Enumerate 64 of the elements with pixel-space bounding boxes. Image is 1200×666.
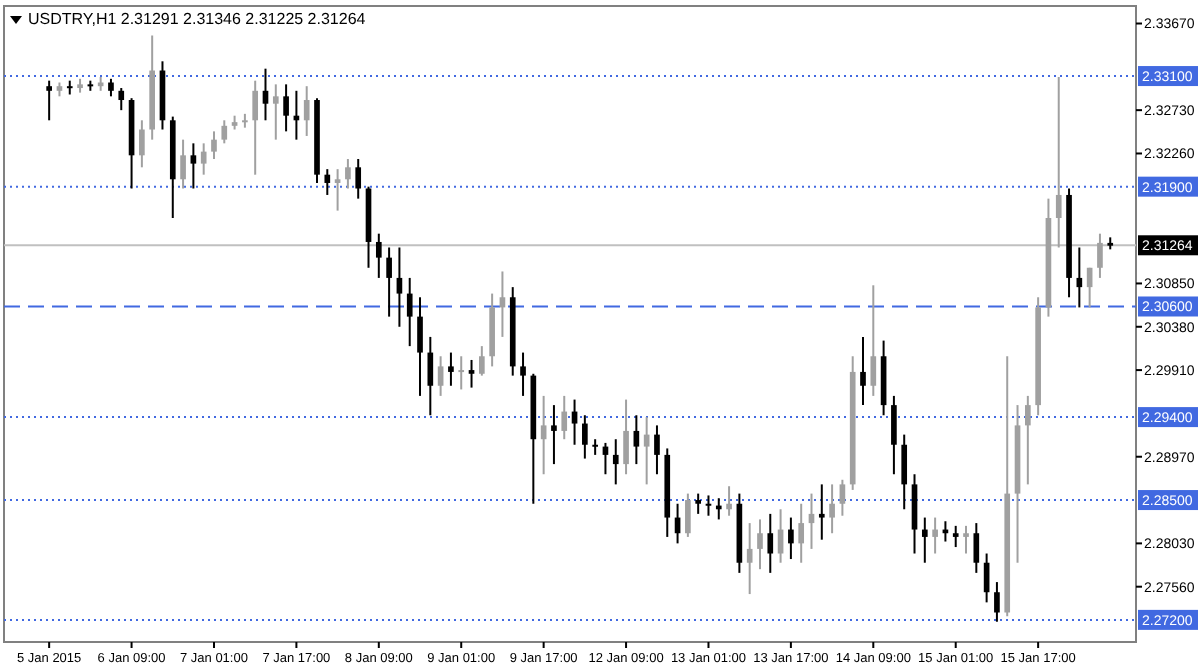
- candlestick: [468, 358, 475, 389]
- candlestick: [139, 119, 145, 169]
- candlestick: [891, 394, 897, 476]
- candlestick: [860, 335, 866, 407]
- candlestick: [757, 518, 763, 571]
- candlestick: [952, 524, 959, 549]
- candlestick: [375, 232, 382, 279]
- candlestick: [551, 404, 557, 466]
- candlestick: [654, 424, 660, 476]
- candlestick: [180, 138, 186, 190]
- candlestick: [272, 83, 279, 141]
- candlestick: [345, 158, 351, 190]
- candlestick: [355, 158, 362, 200]
- candlestick: [633, 414, 640, 466]
- candlestick: [705, 494, 712, 517]
- candlestick: [726, 485, 732, 517]
- chart-title: USDTRY,H1 2.31291 2.31346 2.31225 2.31264: [28, 10, 367, 28]
- candlestick: [46, 79, 52, 122]
- candlestick: [911, 473, 918, 555]
- candlestick: [994, 581, 1000, 623]
- candlestick: [561, 394, 568, 441]
- candlestick: [190, 142, 197, 190]
- candlestick: [448, 351, 454, 387]
- candlestick: [901, 433, 908, 511]
- candlestick: [406, 276, 413, 348]
- candlestick: [396, 246, 403, 328]
- candlestick: [458, 355, 465, 391]
- candlestick: [324, 168, 331, 196]
- candlestick: [818, 483, 825, 541]
- candlestick: [386, 246, 392, 318]
- candlestick: [592, 438, 598, 456]
- candlestick: [417, 296, 423, 397]
- candlestick: [839, 478, 846, 517]
- candlestick: [437, 355, 444, 397]
- candlestick: [767, 512, 774, 574]
- candlestick: [427, 335, 434, 417]
- candlestick: [334, 168, 341, 212]
- candlestick: [1025, 394, 1031, 486]
- candlestick: [211, 130, 217, 161]
- candlestick: [829, 483, 835, 535]
- candlestick: [520, 351, 526, 397]
- candlestick: [221, 119, 228, 145]
- candlestick: [746, 522, 753, 596]
- candlestick: [963, 524, 969, 555]
- candlestick: [921, 516, 928, 564]
- candlestick: [870, 284, 877, 397]
- candlestick: [973, 522, 980, 574]
- candlestick: [1097, 232, 1103, 279]
- candlestick: [1055, 75, 1062, 249]
- candlestick: [252, 79, 259, 176]
- candlestick: [788, 516, 794, 561]
- candlestick: [932, 516, 938, 555]
- candlestick: [582, 414, 588, 460]
- candlestick: [479, 345, 485, 377]
- candlestick: [685, 492, 691, 538]
- candlestick: [118, 87, 125, 112]
- candlestick: [303, 85, 310, 137]
- candlestick: [623, 398, 629, 476]
- candlestick: [612, 438, 619, 486]
- candlestick: [540, 394, 547, 476]
- candlestick: [283, 83, 289, 133]
- candlestick: [695, 492, 701, 515]
- candlestick: [200, 142, 207, 176]
- candlestick: [798, 502, 805, 564]
